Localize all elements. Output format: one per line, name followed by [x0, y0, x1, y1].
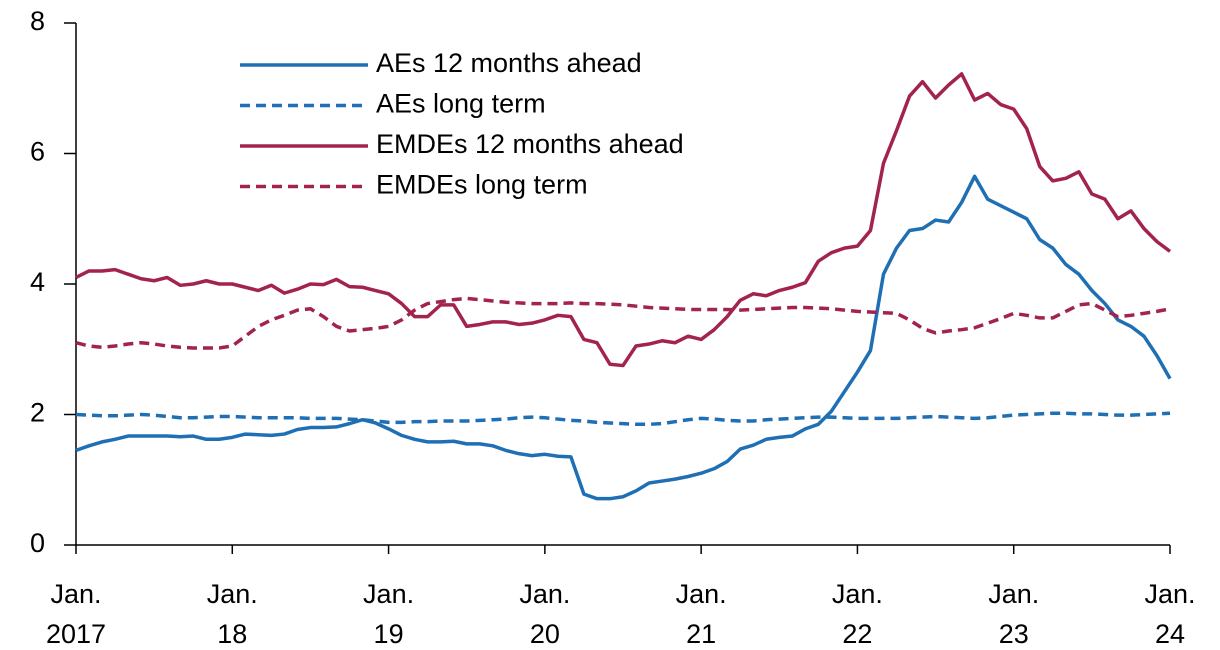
- y-tick-label: 2: [30, 398, 45, 428]
- legend-label: EMDEs 12 months ahead: [376, 129, 684, 159]
- y-tick-label: 4: [30, 267, 45, 297]
- series-line: [75, 72, 1172, 368]
- y-tick-label: 8: [30, 6, 45, 36]
- legend-label: AEs long term: [376, 89, 546, 119]
- series-line: [75, 296, 1171, 350]
- x-tick-label: Jan. 18: [207, 579, 258, 649]
- series-line: [75, 174, 1172, 501]
- legend-label: AEs 12 months ahead: [376, 48, 642, 78]
- x-tick-label: Jan. 21: [676, 579, 727, 649]
- legend-label: EMDEs long term: [376, 170, 588, 200]
- x-tick-label: Jan. 24: [1144, 579, 1195, 649]
- series-line: [75, 411, 1171, 427]
- y-tick-label: 6: [30, 137, 45, 167]
- x-tick-label: Jan. 19: [363, 579, 414, 649]
- y-tick-label: 0: [30, 528, 45, 558]
- x-tick-label: Jan. 23: [988, 579, 1039, 649]
- x-tick-label: Jan. 2017: [46, 579, 106, 649]
- x-tick-label: Jan. 22: [832, 579, 883, 649]
- x-tick-label: Jan. 20: [519, 579, 570, 649]
